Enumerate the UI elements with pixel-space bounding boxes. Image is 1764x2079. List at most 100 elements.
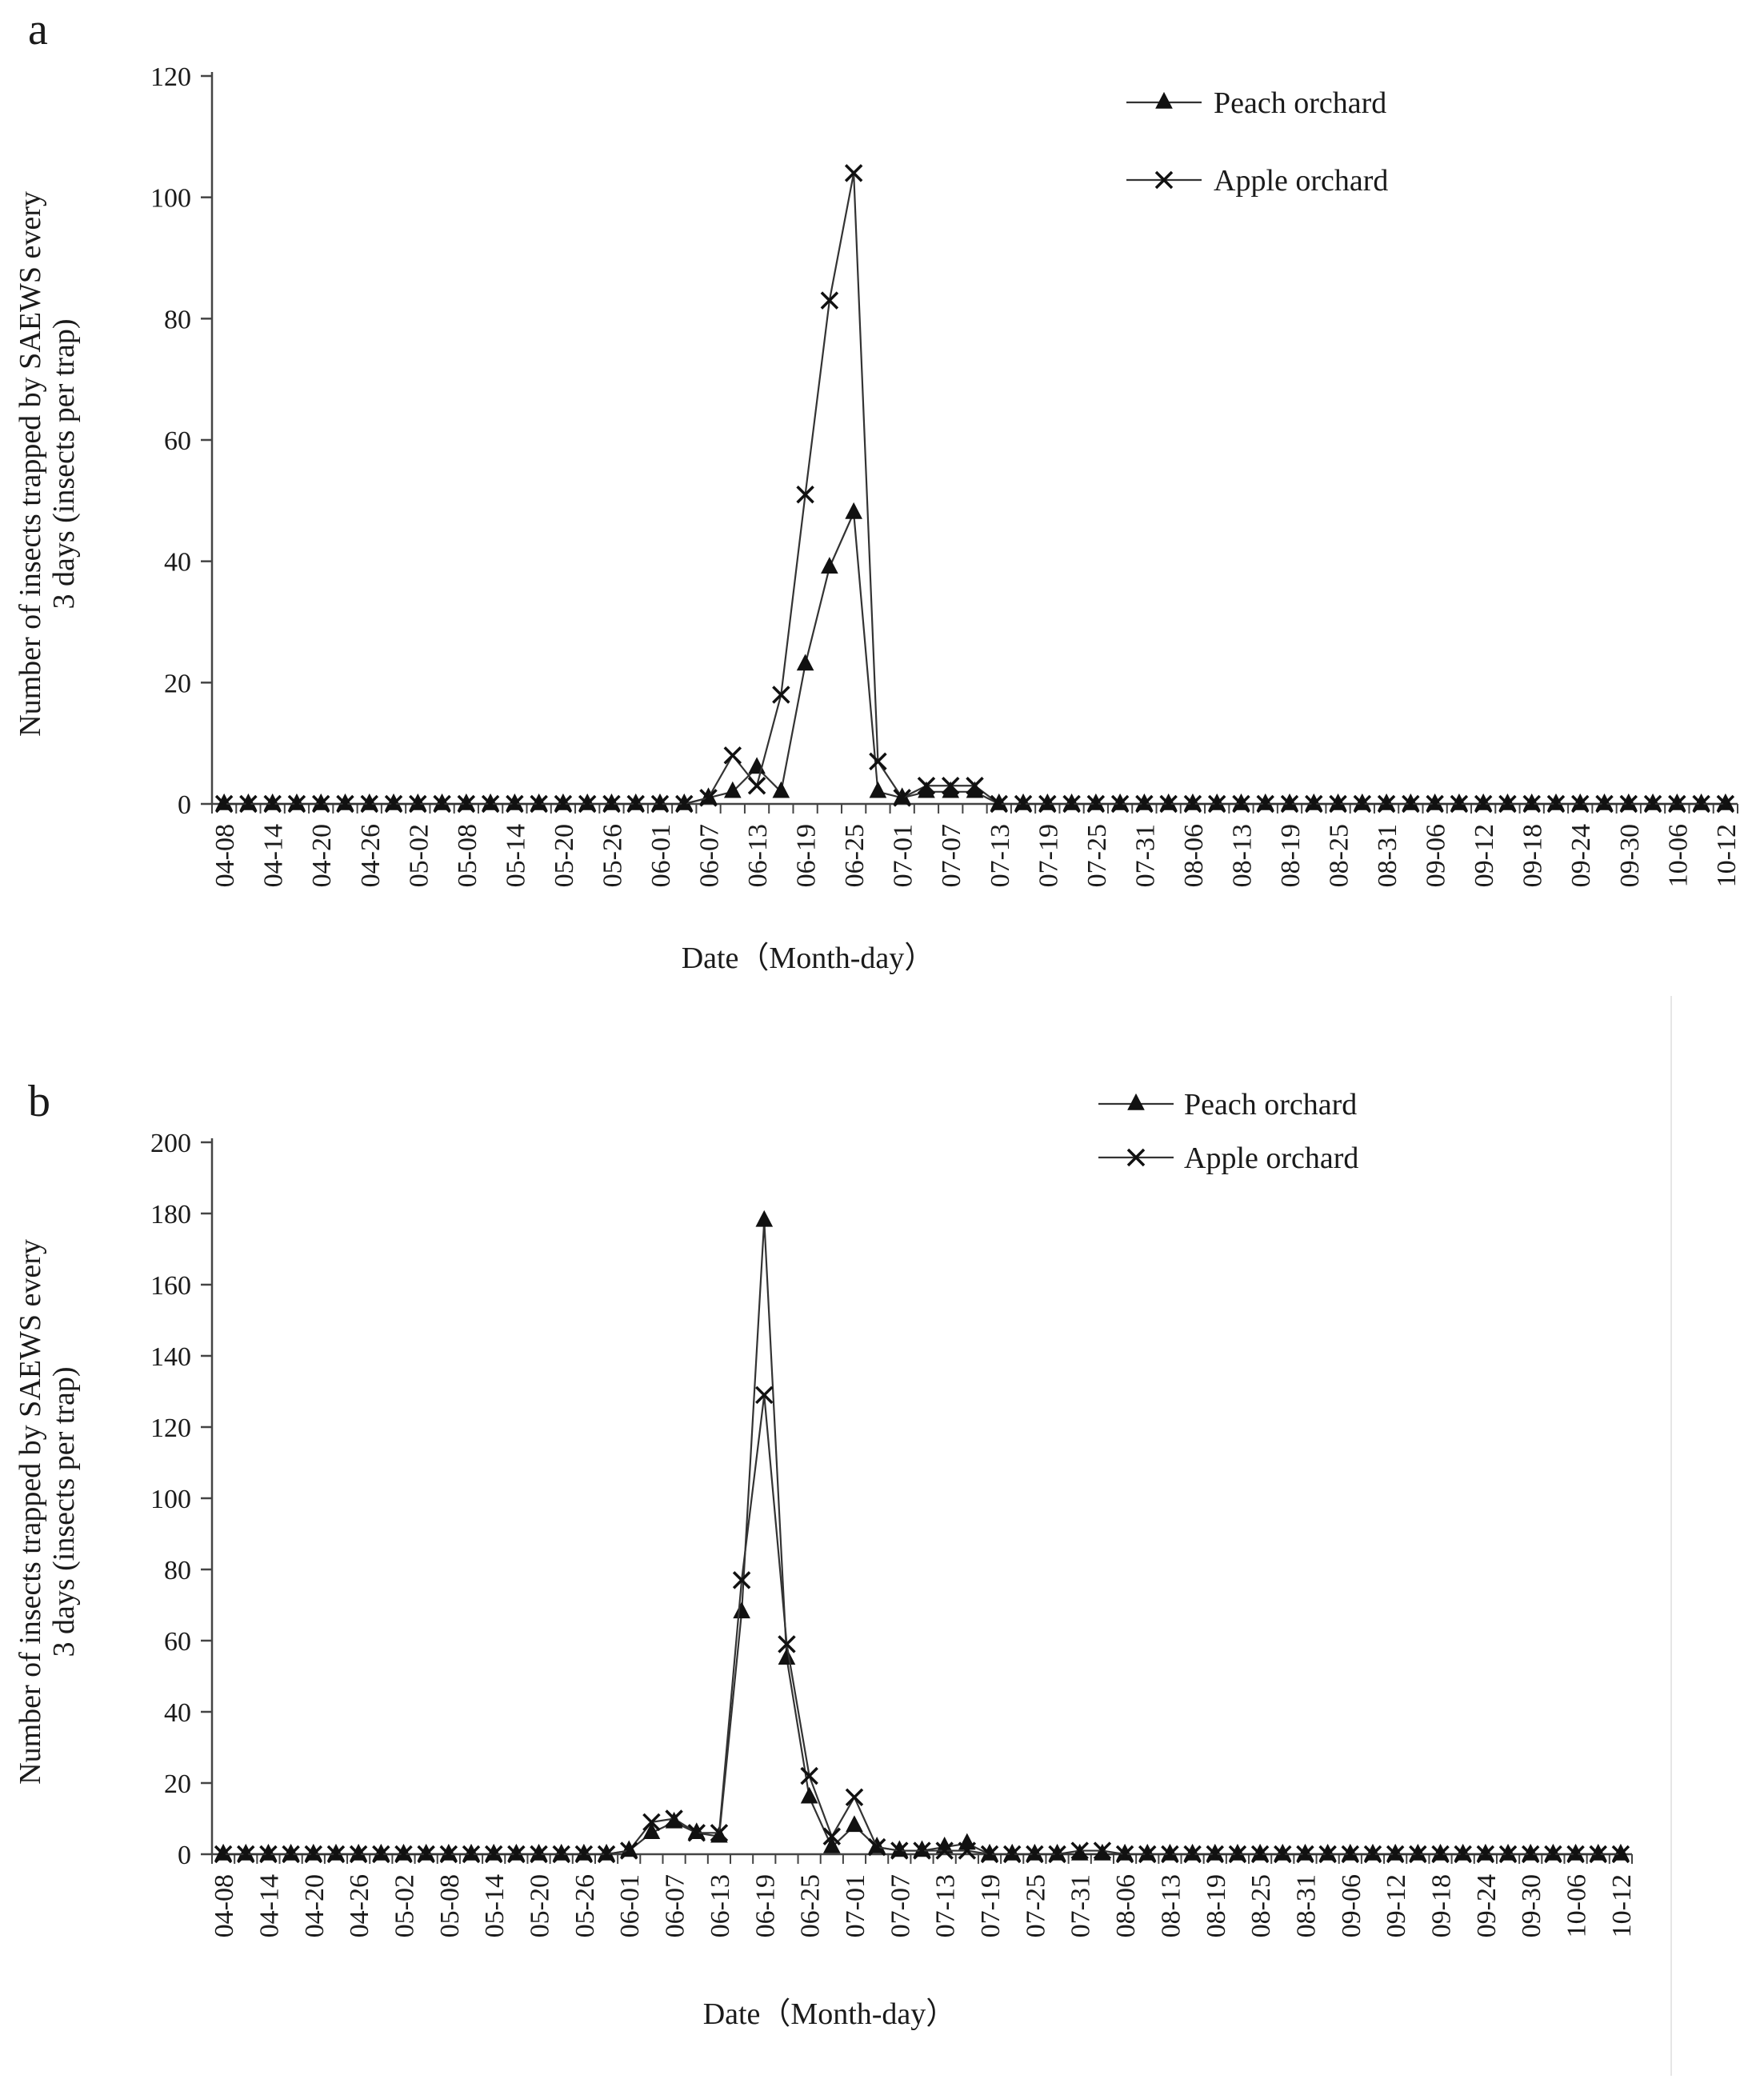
panel-label: b — [28, 1077, 50, 1126]
x-tick-label: 06-19 — [792, 824, 822, 887]
legend-marker — [1155, 91, 1173, 109]
data-point — [1070, 1841, 1089, 1860]
x-tick-label: 04-20 — [307, 824, 337, 887]
data-point — [336, 794, 354, 814]
data-point — [1232, 794, 1250, 814]
x-axis-title: Date（Month-day） — [703, 1997, 957, 2031]
x-tick-label: 09-24 — [1566, 824, 1596, 887]
x-tick-label: 06-01 — [646, 824, 676, 887]
series-line — [223, 1394, 1621, 1856]
data-point — [1402, 794, 1420, 814]
x-tick-label: 07-07 — [886, 1874, 915, 1937]
y-tick-label: 140 — [150, 1342, 191, 1372]
data-point — [820, 291, 839, 310]
x-tick-label: 04-26 — [356, 824, 386, 887]
data-point — [360, 794, 378, 814]
y-tick-label: 160 — [150, 1271, 191, 1301]
data-point — [941, 777, 960, 795]
x-tick-label: 08-19 — [1202, 1874, 1231, 1937]
x-tick-label: 06-25 — [840, 824, 870, 887]
data-point — [626, 794, 645, 814]
data-point — [822, 1827, 842, 1845]
data-point — [311, 794, 330, 814]
data-point — [980, 1845, 999, 1864]
x-tick-label: 05-14 — [501, 824, 530, 887]
data-point — [642, 1822, 661, 1839]
data-point — [1206, 1845, 1225, 1864]
data-point — [1274, 1845, 1292, 1864]
x-tick-label: 05-02 — [390, 1874, 419, 1937]
data-point — [530, 1845, 548, 1864]
data-point — [619, 1841, 638, 1860]
x-tick-label: 08-25 — [1325, 824, 1354, 887]
data-point — [1296, 1845, 1314, 1864]
data-point — [1353, 794, 1372, 814]
data-point — [1522, 794, 1541, 814]
x-tick-label: 07-01 — [841, 1874, 870, 1937]
x-tick-label: 07-19 — [976, 1874, 1006, 1937]
data-point — [845, 1788, 864, 1807]
data-point — [1305, 794, 1323, 814]
data-point — [723, 781, 742, 798]
data-point — [890, 1841, 909, 1860]
x-tick-label: 10-12 — [1607, 1874, 1637, 1937]
data-point — [1544, 1845, 1562, 1864]
x-tick-label: 04-08 — [210, 1874, 239, 1937]
legend-item: Apple orchard — [1126, 164, 1388, 198]
data-point — [394, 1845, 413, 1864]
data-point — [1431, 1845, 1450, 1864]
x-tick-label: 09-18 — [1427, 1874, 1457, 1937]
panel-divider — [1670, 996, 1672, 2076]
data-point — [1426, 794, 1444, 814]
data-point — [481, 794, 500, 814]
y-tick-label: 0 — [178, 1841, 191, 1870]
data-point — [214, 1845, 233, 1864]
x-tick-label: 08-06 — [1111, 1874, 1141, 1937]
y-tick-label: 100 — [150, 184, 191, 214]
y-tick-label: 200 — [150, 1129, 191, 1158]
data-point — [214, 794, 234, 814]
data-point — [507, 1845, 526, 1864]
x-tick-label: 04-20 — [300, 1874, 330, 1937]
x-tick-label: 07-25 — [1021, 1874, 1050, 1937]
data-point — [1228, 1845, 1247, 1864]
x-tick-label: 08-06 — [1179, 824, 1209, 887]
data-point — [935, 1841, 954, 1860]
data-point — [259, 1845, 278, 1864]
data-point — [263, 794, 282, 814]
x-tick-label: 09-18 — [1518, 824, 1548, 887]
data-point — [506, 794, 524, 814]
y-tick-label: 80 — [164, 1556, 191, 1585]
x-axis-title: Date（Month-day） — [682, 942, 935, 975]
data-point — [1692, 794, 1710, 814]
data-point — [1135, 794, 1154, 814]
data-point — [1086, 794, 1106, 814]
x-tick-label: 09-06 — [1337, 1874, 1366, 1937]
data-point — [1566, 1845, 1585, 1864]
data-point — [755, 1385, 774, 1405]
data-point — [433, 794, 451, 814]
data-point — [687, 1824, 706, 1842]
x-tick-label: 06-07 — [661, 1874, 690, 1937]
y-axis-title-line1: Number of insects trapped by SAEWS every — [14, 191, 47, 737]
data-point — [1589, 1845, 1607, 1864]
data-point — [650, 794, 670, 814]
x-tick-label: 05-26 — [598, 824, 627, 887]
x-tick-label: 07-25 — [1082, 824, 1112, 887]
data-point — [1183, 1845, 1202, 1864]
data-point — [1619, 794, 1638, 814]
x-tick-label: 06-13 — [743, 824, 773, 887]
legend-label: Peach orchard — [1214, 86, 1386, 120]
data-point — [755, 1209, 774, 1227]
data-point — [602, 794, 621, 814]
series-line — [224, 173, 1726, 806]
y-tick-label: 60 — [164, 1627, 191, 1657]
x-tick-label: 08-13 — [1227, 824, 1257, 887]
data-point — [869, 752, 887, 771]
legend-label: Peach orchard — [1184, 1088, 1357, 1121]
y-tick-label: 80 — [164, 305, 191, 334]
data-point — [462, 1845, 481, 1864]
data-point — [867, 1837, 886, 1857]
data-point — [990, 794, 1009, 814]
data-point — [304, 1845, 323, 1864]
